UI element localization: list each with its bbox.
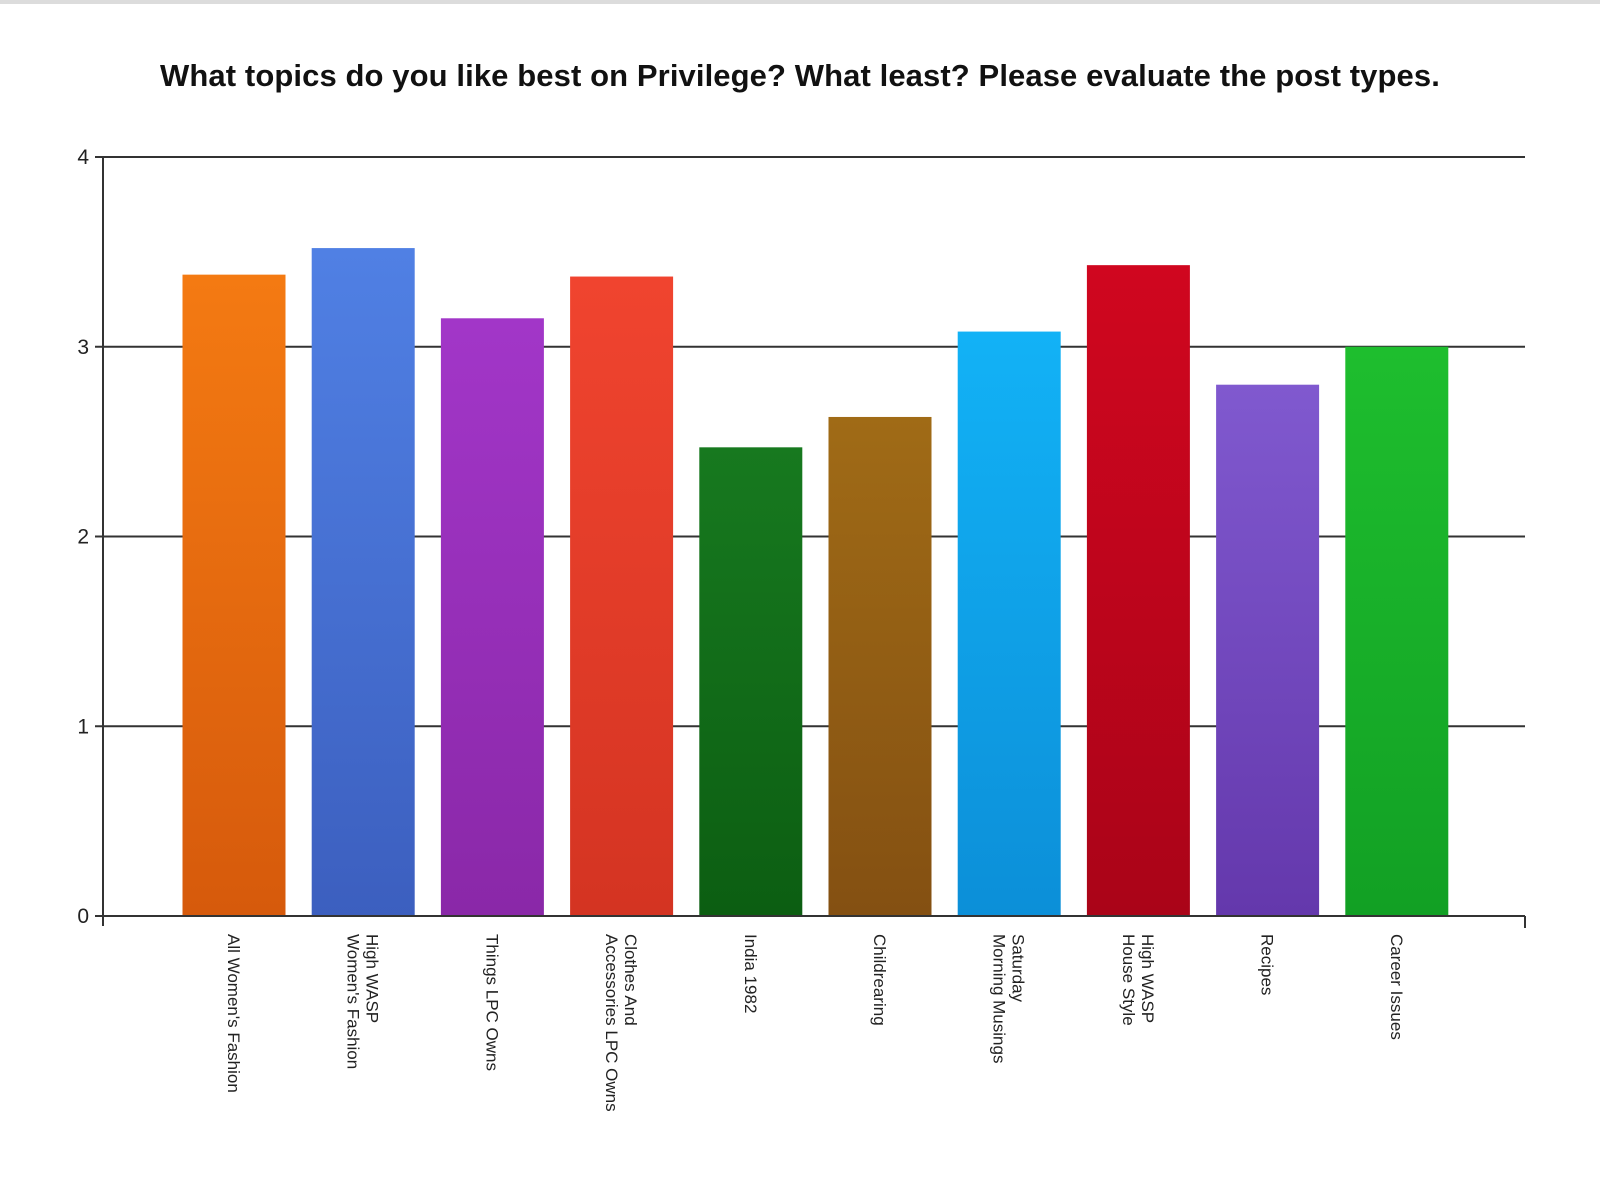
x-tick-label-8-line-1: High WASP [1138, 934, 1157, 1023]
bar-5 [699, 447, 803, 916]
window-top-border [0, 0, 1600, 4]
bar-1 [182, 274, 286, 916]
x-tick-label-9: Recipes [1258, 934, 1277, 995]
x-tick-label-4-line-2: Accessories LPC Owns [602, 934, 621, 1112]
bar-2 [311, 248, 415, 916]
x-tick-label-3: Things LPC Owns [482, 934, 501, 1071]
x-tick-label-7-line-1: Saturday [1009, 934, 1028, 1003]
x-tick-label-2-line-2: Women's Fashion [344, 934, 363, 1069]
y-tick-label-2: 2 [77, 526, 89, 549]
x-tick-label-10: Career Issues [1387, 934, 1406, 1040]
bar-6 [828, 416, 932, 916]
y-tick-label-4: 4 [77, 146, 89, 169]
bar-3 [440, 318, 544, 917]
y-tick-label-3: 3 [77, 336, 89, 359]
x-tick-label-4-line-1: Clothes And [621, 934, 640, 1026]
y-tick-label-1: 1 [77, 715, 89, 738]
bar-7 [957, 331, 1061, 916]
bar-4 [570, 276, 674, 917]
x-tick-label-8-line-2: House Style [1119, 934, 1138, 1026]
bar-8 [1086, 265, 1190, 917]
bar-10 [1345, 346, 1449, 916]
x-tick-label-2-line-1: High WASP [363, 934, 382, 1023]
y-tick-label-0: 0 [77, 905, 89, 928]
x-tick-label-6: Childrearing [870, 934, 889, 1026]
bar-9 [1216, 384, 1320, 916]
chart-title: What topics do you like best on Privileg… [160, 58, 1440, 93]
x-tick-label-7-line-2: Morning Musings [990, 934, 1009, 1063]
x-tick-label-1: All Women's Fashion [224, 934, 243, 1093]
x-tick-label-5: India 1982 [741, 934, 760, 1013]
